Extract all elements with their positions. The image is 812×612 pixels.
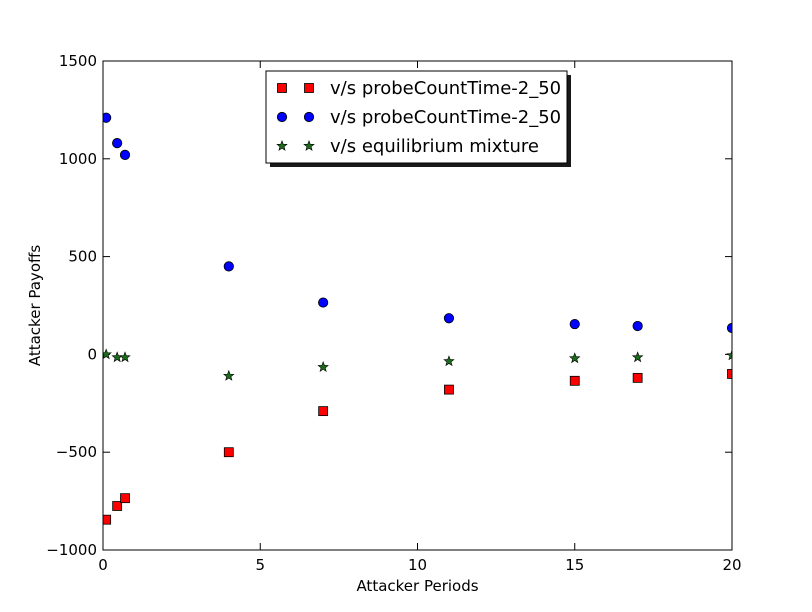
star-data-point <box>568 352 581 364</box>
x-axis-label: Attacker Periods <box>356 577 478 595</box>
legend-box <box>265 70 568 164</box>
y-tick-label: 1500 <box>59 52 97 70</box>
x-tick-label: 20 <box>722 556 741 574</box>
square-data-point <box>444 384 454 395</box>
circle-data-point <box>632 320 643 332</box>
legend-label: v/s equilibrium mixture <box>330 136 539 157</box>
square-data-point <box>120 493 130 504</box>
circle-data-point <box>112 138 123 149</box>
y-tick-label: 1000 <box>59 150 97 168</box>
star-data-point <box>103 348 112 360</box>
x-tick-label: 5 <box>255 556 265 574</box>
circle-data-point <box>569 318 580 330</box>
legend-square-marker <box>277 83 287 93</box>
star-data-point <box>119 351 131 363</box>
circle-data-point <box>119 149 131 160</box>
star-data-point <box>631 351 644 363</box>
y-tick-label: 500 <box>68 248 97 266</box>
star-data-point <box>111 351 123 363</box>
plot-frame <box>102 60 733 551</box>
square-data-point <box>318 406 329 417</box>
x-tick-label: 15 <box>565 556 584 574</box>
star-data-point <box>223 369 235 381</box>
square-data-point <box>727 369 732 379</box>
legend-circle-marker <box>303 111 315 123</box>
legend-square-marker <box>304 83 314 93</box>
legend: v/s probeCountTime-2_50 v/s probeCountTim… <box>265 70 571 167</box>
y-axis-label: Attacker Payoffs <box>26 245 44 366</box>
star-data-point <box>726 349 732 361</box>
legend-star-marker <box>276 139 288 151</box>
legend-label: v/s probeCountTime-2_50 <box>330 78 561 99</box>
legend-star-marker <box>303 139 315 151</box>
circle-data-point <box>318 297 329 308</box>
x-tick-label: 0 <box>98 556 108 574</box>
circle-data-point <box>223 261 234 272</box>
legend-label: v/s probeCountTime-2_50 <box>330 107 561 128</box>
y-tick-label: −500 <box>56 443 97 461</box>
y-tick-label: −1000 <box>46 541 97 559</box>
data-markers <box>103 112 732 525</box>
square-data-point <box>103 514 112 525</box>
square-data-point <box>112 501 123 511</box>
legend-circle-marker <box>276 111 288 123</box>
x-tick-label: 10 <box>408 556 427 574</box>
circle-data-point <box>443 313 455 324</box>
square-data-point <box>632 372 643 383</box>
square-data-point <box>569 375 580 386</box>
circle-data-point <box>103 112 112 123</box>
star-data-point <box>443 355 455 367</box>
square-data-point <box>223 447 234 458</box>
tick-label-layer: 0 5 10 15 20 −1000 −500 0 500 1000 1500 <box>46 52 741 574</box>
y-tick-label: 0 <box>87 345 97 363</box>
star-data-point <box>317 361 329 373</box>
